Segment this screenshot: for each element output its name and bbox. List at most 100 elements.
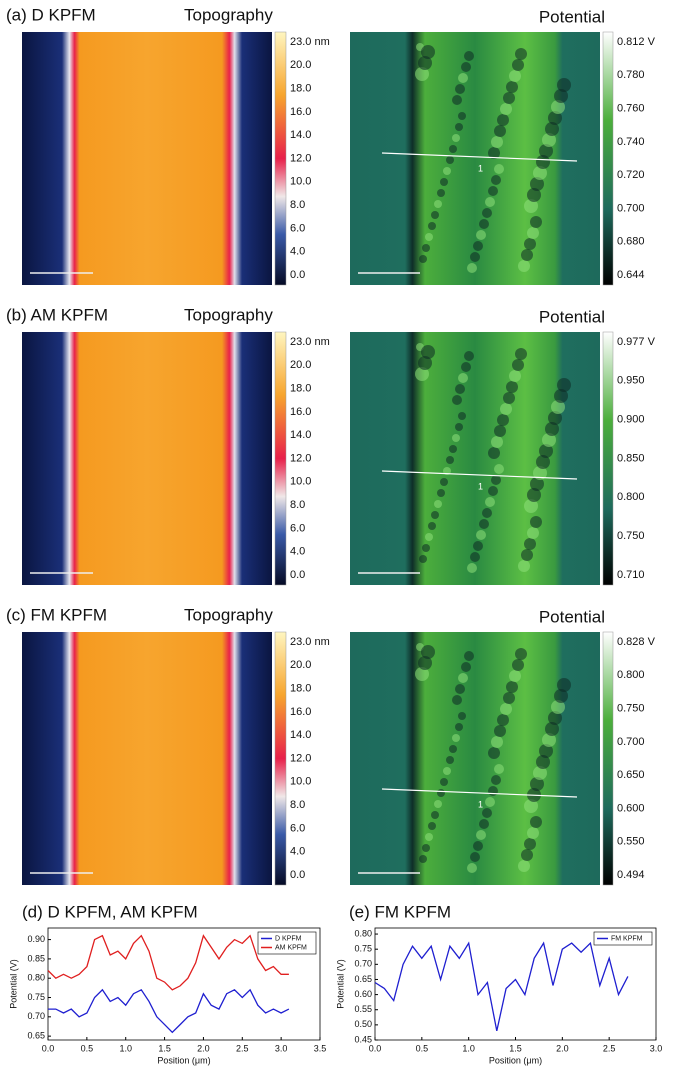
texture [431,211,439,219]
texture [545,722,559,736]
texture [479,519,489,529]
x-tick-label: 2.5 [603,1043,616,1053]
texture [449,145,457,153]
texture [485,797,495,807]
texture [422,844,430,852]
colorbar-label: 0.680 [617,236,645,248]
y-tick-label: 0.75 [27,992,45,1002]
texture [542,133,556,147]
colorbar-label: 10.0 [290,476,311,488]
y-axis-label: Potential (V) [335,959,345,1009]
texture [494,164,504,174]
texture [455,84,465,94]
panel-title: Potential [539,7,605,26]
panel-label: (c) FM KPFM [6,605,107,624]
y-tick-label: 0.65 [27,1031,45,1041]
colorbar-label: 23.0 nm [290,336,330,348]
texture [518,260,530,272]
texture [428,522,436,530]
texture [527,827,539,839]
texture [415,67,429,81]
texture [557,378,571,392]
texture [455,384,465,394]
texture [533,766,547,780]
data-line [48,988,290,1034]
texture [437,789,445,797]
colorbar-label: 16.0 [290,106,311,118]
texture [437,489,445,497]
x-tick-label: 3.0 [275,1043,288,1053]
texture [488,186,498,196]
texture [428,222,436,230]
texture [545,122,559,136]
texture [443,767,451,775]
texture [482,808,492,818]
texture [554,89,568,103]
texture [470,852,480,862]
colorbar-label: 0.494 [617,869,645,881]
texture [470,252,480,262]
colorbar-label: 20.0 [290,659,311,671]
texture [482,508,492,518]
colorbar [274,331,287,586]
colorbar [274,631,287,886]
texture [415,667,429,681]
colorbar-label: 0.800 [617,491,645,503]
texture [515,48,527,60]
texture [548,411,562,425]
texture [425,233,433,241]
colorbar-label: 0.780 [617,69,645,81]
texture [479,219,489,229]
colorbar-label: 18.0 [290,383,311,395]
texture [461,62,471,72]
texture [494,764,504,774]
texture [434,800,442,808]
texture [521,249,533,261]
texture [488,147,500,159]
texture [421,45,435,59]
y-tick-label: 0.50 [354,1019,372,1029]
x-axis-label: Position (μm) [157,1055,210,1065]
texture [497,714,509,726]
texture [434,500,442,508]
colorbar-label: 0.650 [617,769,645,781]
texture [488,447,500,459]
texture [452,734,460,742]
texture [542,433,556,447]
texture [506,81,518,93]
texture [464,51,474,61]
y-tick-label: 0.60 [354,989,372,999]
texture [467,863,477,873]
texture [467,563,477,573]
colorbar-label: 0.850 [617,452,645,464]
colorbar [602,631,614,886]
texture [473,541,483,551]
texture [527,527,539,539]
colorbar-label: 8.0 [290,499,305,511]
colorbar-label: 0.950 [617,375,645,387]
y-tick-label: 0.45 [354,1034,372,1044]
texture [503,692,515,704]
texture [494,125,506,137]
legend-box [257,931,317,955]
x-tick-label: 2.0 [556,1043,569,1053]
texture [548,711,562,725]
legend-label: FM KPFM [611,935,643,942]
texture [455,423,463,431]
colorbar-label: 10.0 [290,776,311,788]
colorbar-label: 0.0 [290,869,305,881]
x-axis-label: Position (μm) [489,1055,542,1065]
texture [425,833,433,841]
colorbar-label: 0.550 [617,836,645,848]
colorbar-label: 4.0 [290,246,305,258]
texture [455,684,465,694]
texture [494,464,504,474]
texture [425,533,433,541]
texture [449,445,457,453]
texture [536,455,550,469]
colorbar-label: 0.800 [617,669,645,681]
texture [473,841,483,851]
y-tick-label: 0.55 [354,1004,372,1014]
texture [452,434,460,442]
texture [476,830,486,840]
